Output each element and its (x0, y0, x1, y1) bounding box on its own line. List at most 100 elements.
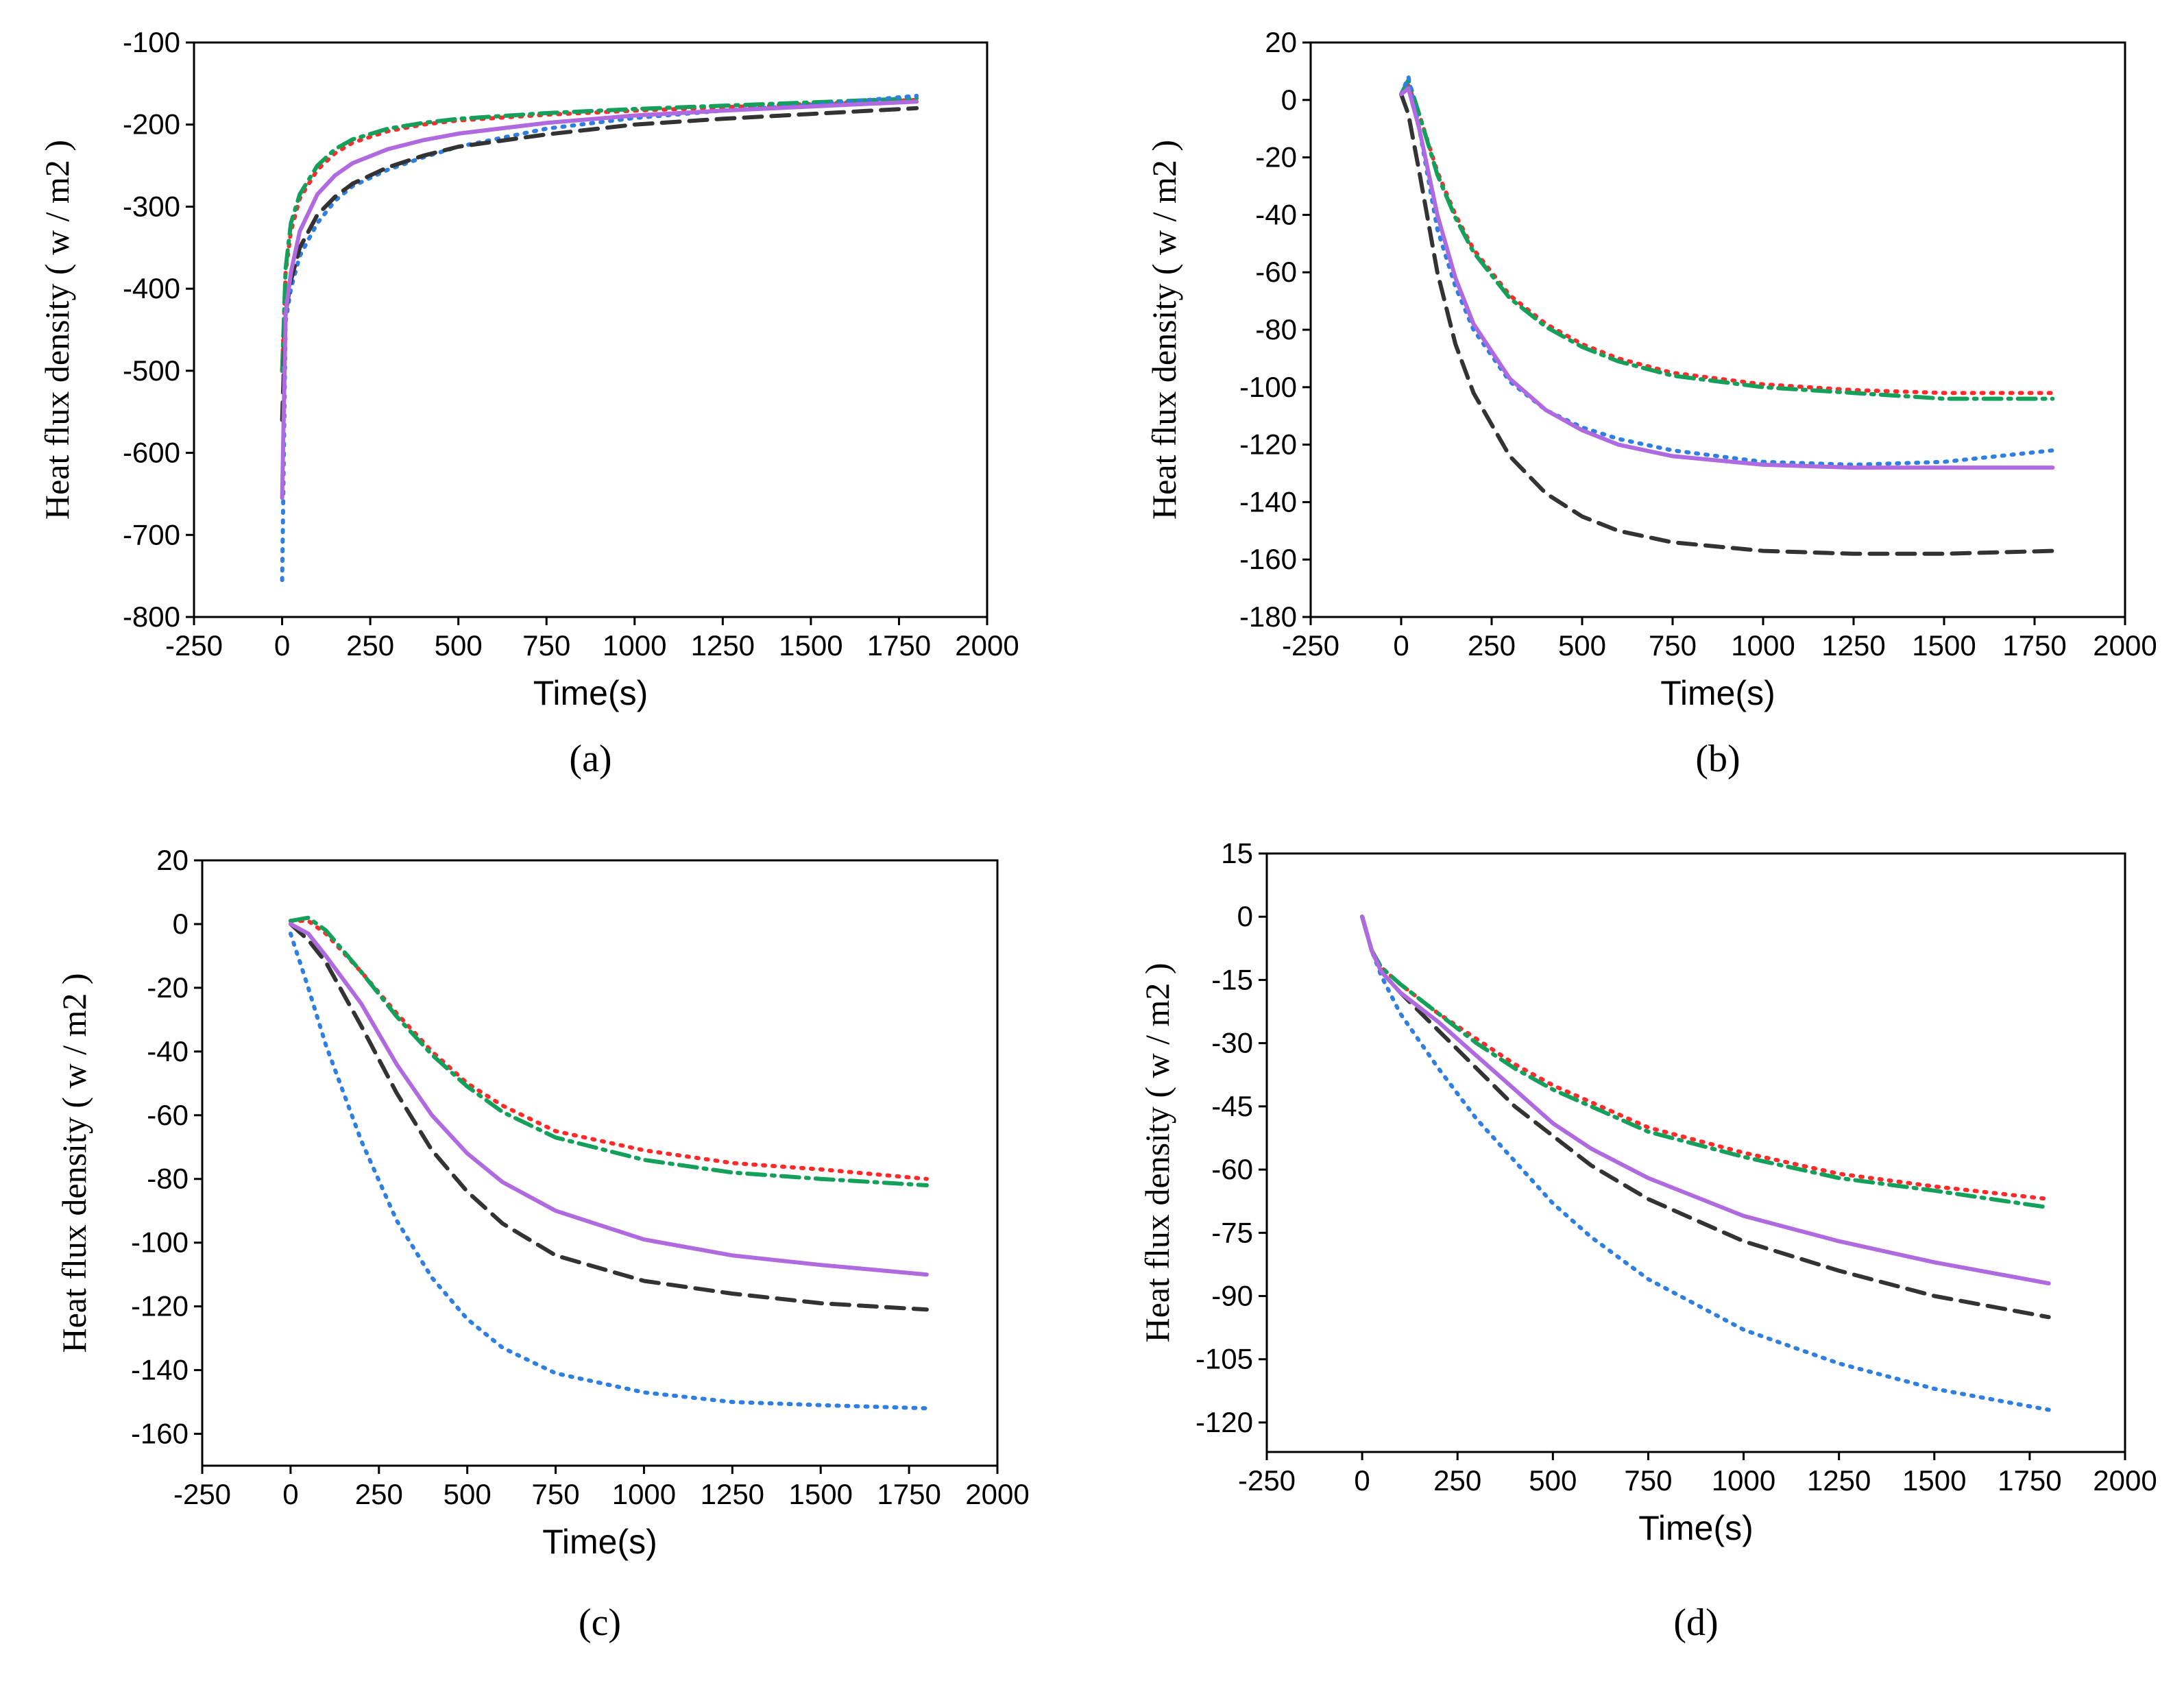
y-tick-label: -140 (1239, 485, 1297, 518)
y-tick-label: -180 (1239, 601, 1297, 633)
x-tick-label: 0 (1354, 1464, 1370, 1497)
y-tick-label: -75 (1211, 1216, 1253, 1248)
series-line-series-2 (288, 915, 929, 1187)
panel-label: (b) (1695, 738, 1740, 780)
y-tick-label: -500 (123, 354, 180, 387)
x-tick-label: 250 (346, 629, 394, 662)
y-tick-label: -20 (147, 971, 189, 1004)
y-tick-label: -15 (1211, 963, 1253, 995)
y-tick-label: -120 (131, 1290, 189, 1322)
panel-label: (c) (579, 1601, 621, 1644)
y-tick-label: -400 (123, 272, 180, 304)
x-tick-label: 1500 (1902, 1464, 1966, 1497)
x-axis-title: Time(s) (533, 674, 648, 712)
y-tick-label: -40 (147, 1035, 189, 1067)
x-tick-label: 750 (1649, 629, 1697, 662)
plot-frame (193, 41, 988, 618)
y-tick-label: -100 (131, 1226, 189, 1259)
y-tick-label: -600 (123, 437, 180, 469)
chart-panel-b: -250 0 250 500 750 1000 1250 1500 1750 2000 20 0 -20… (1145, 26, 2157, 780)
y-tick-label: -30 (1211, 1027, 1253, 1059)
y-tick-label: -100 (1239, 371, 1297, 403)
x-tick-label: 750 (522, 629, 570, 662)
x-tick-label: 0 (274, 629, 290, 662)
x-axis-title: Time(s) (542, 1523, 657, 1561)
y-tick-label: -60 (147, 1099, 189, 1131)
series-line-series-1 (1399, 83, 2055, 396)
y-tick-label: -120 (1196, 1406, 1253, 1438)
x-tick-label: 750 (532, 1478, 580, 1510)
x-tick-label: 1000 (603, 629, 666, 662)
series-line-series-5 (1399, 86, 2055, 470)
y-tick-label: -45 (1211, 1090, 1253, 1122)
series-line-series-2 (1399, 77, 2055, 401)
y-tick-label: -120 (1239, 428, 1297, 461)
x-tick-label: 250 (1468, 629, 1516, 662)
y-tick-label: -40 (1255, 198, 1297, 230)
x-tick-label: 1250 (1807, 1464, 1871, 1497)
y-tick-label: -200 (123, 108, 180, 141)
y-tick-label: -20 (1255, 141, 1297, 173)
x-tick-label: 2000 (955, 629, 1019, 662)
y-tick-label: -60 (1211, 1153, 1253, 1185)
x-tick-label: 250 (1433, 1464, 1481, 1497)
x-tick-label: 1000 (1712, 1464, 1775, 1497)
y-tick-label: -80 (147, 1163, 189, 1195)
x-tick-label: 250 (355, 1478, 403, 1510)
y-tick-label: 0 (1281, 84, 1297, 116)
y-tick-label: -90 (1211, 1280, 1253, 1312)
x-tick-label: 1500 (779, 629, 842, 662)
x-tick-label: 2000 (965, 1478, 1029, 1510)
series-line-series-2 (1360, 915, 2051, 1210)
x-axis-title: Time(s) (1660, 674, 1775, 712)
y-axis-title: Heat flux density ( w / m2 ) (38, 140, 76, 520)
x-tick-label: -250 (165, 629, 223, 662)
chart-panel-a: -250 0 250 500 750 1000 1250 1500 1750 2000 -100 -2… (38, 26, 1019, 780)
series-line-series-4 (280, 106, 919, 422)
y-tick-label: 0 (1237, 900, 1253, 932)
x-tick-label: 0 (1393, 629, 1409, 662)
y-tick-label: -80 (1255, 313, 1297, 346)
y-tick-label: -105 (1196, 1343, 1253, 1375)
x-tick-label: 500 (1529, 1464, 1577, 1497)
y-axis-title: Heat flux density ( w / m2 ) (1145, 140, 1183, 520)
y-tick-label: -60 (1255, 256, 1297, 288)
y-tick-label: 20 (1265, 26, 1297, 58)
x-tick-label: 500 (444, 1478, 492, 1510)
x-tick-label: 1000 (1731, 629, 1795, 662)
x-tick-label: 2000 (2093, 629, 2157, 662)
x-tick-label: -250 (1282, 629, 1339, 662)
x-tick-label: 1750 (877, 1478, 941, 1510)
y-axis-title: Heat flux density ( w / m2 ) (1138, 962, 1176, 1342)
x-tick-label: 0 (282, 1478, 298, 1510)
x-tick-label: 500 (1558, 629, 1606, 662)
series-line-series-1 (280, 97, 919, 373)
series-line-series-3 (280, 93, 919, 583)
plot-frame (1265, 852, 2126, 1453)
y-tick-label: 15 (1221, 837, 1253, 869)
x-tick-label: 1250 (1821, 629, 1885, 662)
series-line-series-4 (1399, 92, 2055, 556)
series-line-series-1 (288, 919, 929, 1181)
y-tick-label: -300 (123, 190, 180, 222)
x-tick-label: -250 (173, 1478, 231, 1510)
y-tick-label: -160 (1239, 543, 1297, 575)
series-line-series-3 (288, 931, 929, 1411)
x-tick-label: 1750 (1998, 1464, 2061, 1497)
y-tick-label: -100 (123, 26, 180, 58)
panel-label: (d) (1673, 1601, 1718, 1644)
panel-label: (a) (569, 738, 611, 780)
y-tick-label: 20 (156, 844, 189, 876)
chart-panel-c: -250 0 250 500 750 1000 1250 1500 1750 2000 20 0 -20… (55, 844, 1030, 1644)
plot-frame (201, 859, 999, 1467)
y-tick-label: -700 (123, 518, 180, 550)
y-tick-label: -160 (131, 1418, 189, 1450)
y-tick-label: 0 (173, 908, 189, 940)
x-tick-label: 500 (435, 629, 483, 662)
x-tick-label: 1250 (701, 1478, 764, 1510)
plot-frame (1309, 41, 2126, 618)
x-tick-label: 1500 (1912, 629, 1976, 662)
series-line-series-5 (280, 99, 919, 500)
y-axis-title: Heat flux density ( w / m2 ) (55, 973, 93, 1353)
